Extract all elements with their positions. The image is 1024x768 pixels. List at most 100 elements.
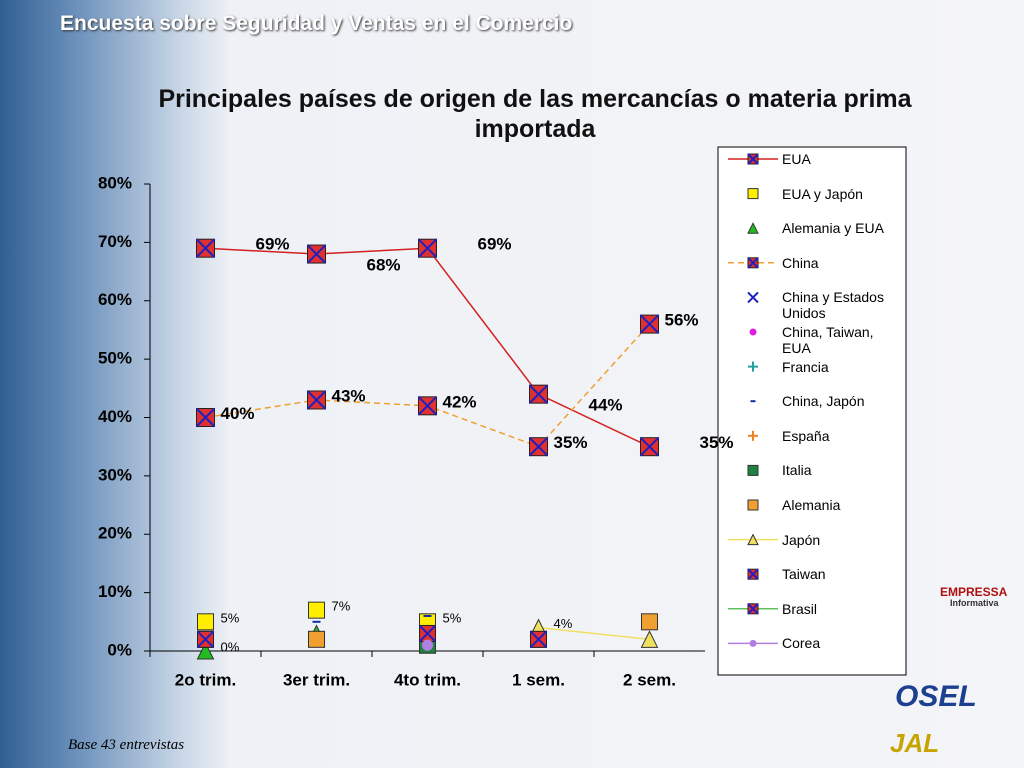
data-label: 40%	[221, 404, 255, 423]
x-tick-label: 1 sem.	[512, 670, 565, 689]
legend-label: China, Japón	[782, 393, 865, 410]
y-tick-label: 30%	[98, 465, 132, 484]
marker-part	[747, 499, 759, 511]
data-point	[418, 624, 437, 643]
slide-header: Encuesta sobre Seguridad y Ventas en el …	[60, 12, 573, 35]
data-label: 5%	[221, 610, 240, 625]
x-tick-label: 2o trim.	[175, 670, 236, 689]
y-tick-label: 70%	[98, 232, 132, 251]
legend-label: Alemania y EUA	[782, 220, 884, 237]
legend-label: Francia	[782, 358, 829, 375]
data-point	[641, 613, 658, 631]
marker-part	[639, 314, 660, 334]
data-label: 69%	[478, 235, 512, 254]
legend-marker	[747, 533, 759, 546]
logo-text: Informativa	[950, 598, 999, 608]
legend-marker	[749, 328, 757, 336]
legend-label: Japón	[782, 531, 821, 548]
marker-part	[747, 291, 759, 304]
marker-part	[197, 613, 214, 631]
marker-part	[747, 153, 759, 165]
data-label: 4%	[554, 616, 573, 631]
data-label: 35%	[554, 433, 588, 452]
logo-text: JAL	[890, 728, 940, 758]
marker-part	[641, 613, 658, 631]
data-point	[639, 314, 660, 334]
data-label: 5%	[443, 610, 462, 625]
legend-box	[717, 146, 907, 676]
marker-part	[306, 390, 327, 410]
logo-text: OSEL	[895, 680, 977, 713]
marker-part	[418, 624, 437, 643]
legend-label: Brasil	[782, 600, 818, 617]
data-label: 35%	[700, 433, 734, 452]
series-line	[538, 626, 650, 641]
data-point	[417, 238, 438, 258]
legend-marker	[748, 361, 758, 372]
series-line	[205, 247, 650, 448]
legend-marker	[747, 568, 759, 580]
data-label: 68%	[367, 256, 401, 275]
legend-marker	[747, 499, 759, 511]
data-point	[421, 639, 434, 651]
marker-part	[528, 384, 549, 404]
marker-part	[308, 601, 325, 619]
marker-part	[747, 464, 759, 476]
marker-part	[417, 238, 438, 258]
x-tick-label: 2 sem.	[623, 670, 676, 689]
data-point	[196, 641, 215, 660]
data-point	[639, 436, 660, 457]
y-tick-label: 20%	[98, 524, 132, 543]
data-label: 7%	[332, 599, 351, 614]
marker-part	[640, 630, 659, 648]
legend-marker	[747, 257, 759, 269]
legend-label: Corea	[782, 635, 821, 652]
data-label: 0%	[221, 639, 240, 654]
legend-label: Italia	[782, 462, 812, 479]
marker-part	[747, 222, 759, 234]
legend-marker	[747, 464, 759, 476]
legend-marker	[747, 222, 759, 234]
data-point	[195, 238, 216, 258]
series-line	[205, 323, 651, 448]
legend-label: EUA	[782, 151, 811, 167]
legend-label: China y Estados Unidos	[782, 289, 884, 322]
data-label: 69%	[256, 235, 290, 254]
marker-part	[749, 328, 757, 336]
marker-part	[749, 639, 757, 647]
data-point	[196, 630, 215, 649]
y-tick-label: 10%	[98, 582, 132, 601]
marker-part	[196, 630, 215, 649]
marker-part	[529, 630, 548, 649]
footnote: Base 43 entrevistas	[68, 737, 185, 753]
data-point	[528, 384, 549, 404]
marker-part	[747, 188, 759, 200]
logo-text: EMPRESSA	[940, 585, 1008, 599]
data-point	[308, 601, 325, 619]
marker-part	[747, 257, 759, 269]
data-point	[640, 630, 659, 648]
marker-part	[306, 244, 327, 264]
y-tick-label: 0%	[107, 640, 132, 659]
legend-marker	[747, 291, 759, 304]
legend-label: España	[782, 427, 830, 444]
y-tick-label: 40%	[98, 407, 132, 426]
legend-label: China	[782, 254, 819, 271]
marker-part	[639, 436, 660, 457]
data-label: 43%	[332, 386, 366, 405]
legend-label: China, Taiwan, EUA	[782, 324, 874, 356]
data-point	[417, 396, 438, 416]
legend-marker	[747, 188, 759, 200]
data-label: 56%	[665, 311, 699, 330]
data-point	[529, 630, 548, 649]
marker-part	[196, 641, 215, 660]
data-label: 44%	[589, 396, 623, 415]
marker-part	[528, 436, 549, 457]
y-tick-label: 50%	[98, 349, 132, 368]
data-label: 42%	[443, 392, 477, 411]
legend-label: EUA y Japón	[782, 185, 863, 202]
legend-marker	[747, 153, 759, 165]
y-tick-label: 80%	[98, 173, 132, 192]
